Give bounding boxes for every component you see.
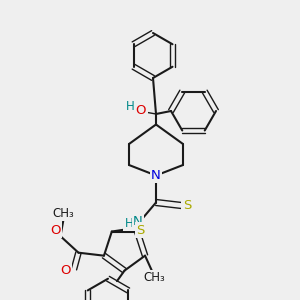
Text: S: S [183, 199, 191, 212]
Text: CH₃: CH₃ [143, 271, 165, 284]
Text: O: O [50, 224, 60, 237]
Text: H: H [124, 217, 134, 230]
Text: N: N [133, 215, 143, 228]
Text: O: O [60, 264, 71, 277]
Text: N: N [151, 169, 161, 182]
Text: H: H [126, 100, 135, 113]
Text: S: S [136, 224, 145, 236]
Text: CH₃: CH₃ [52, 207, 74, 220]
Text: O: O [136, 104, 146, 118]
